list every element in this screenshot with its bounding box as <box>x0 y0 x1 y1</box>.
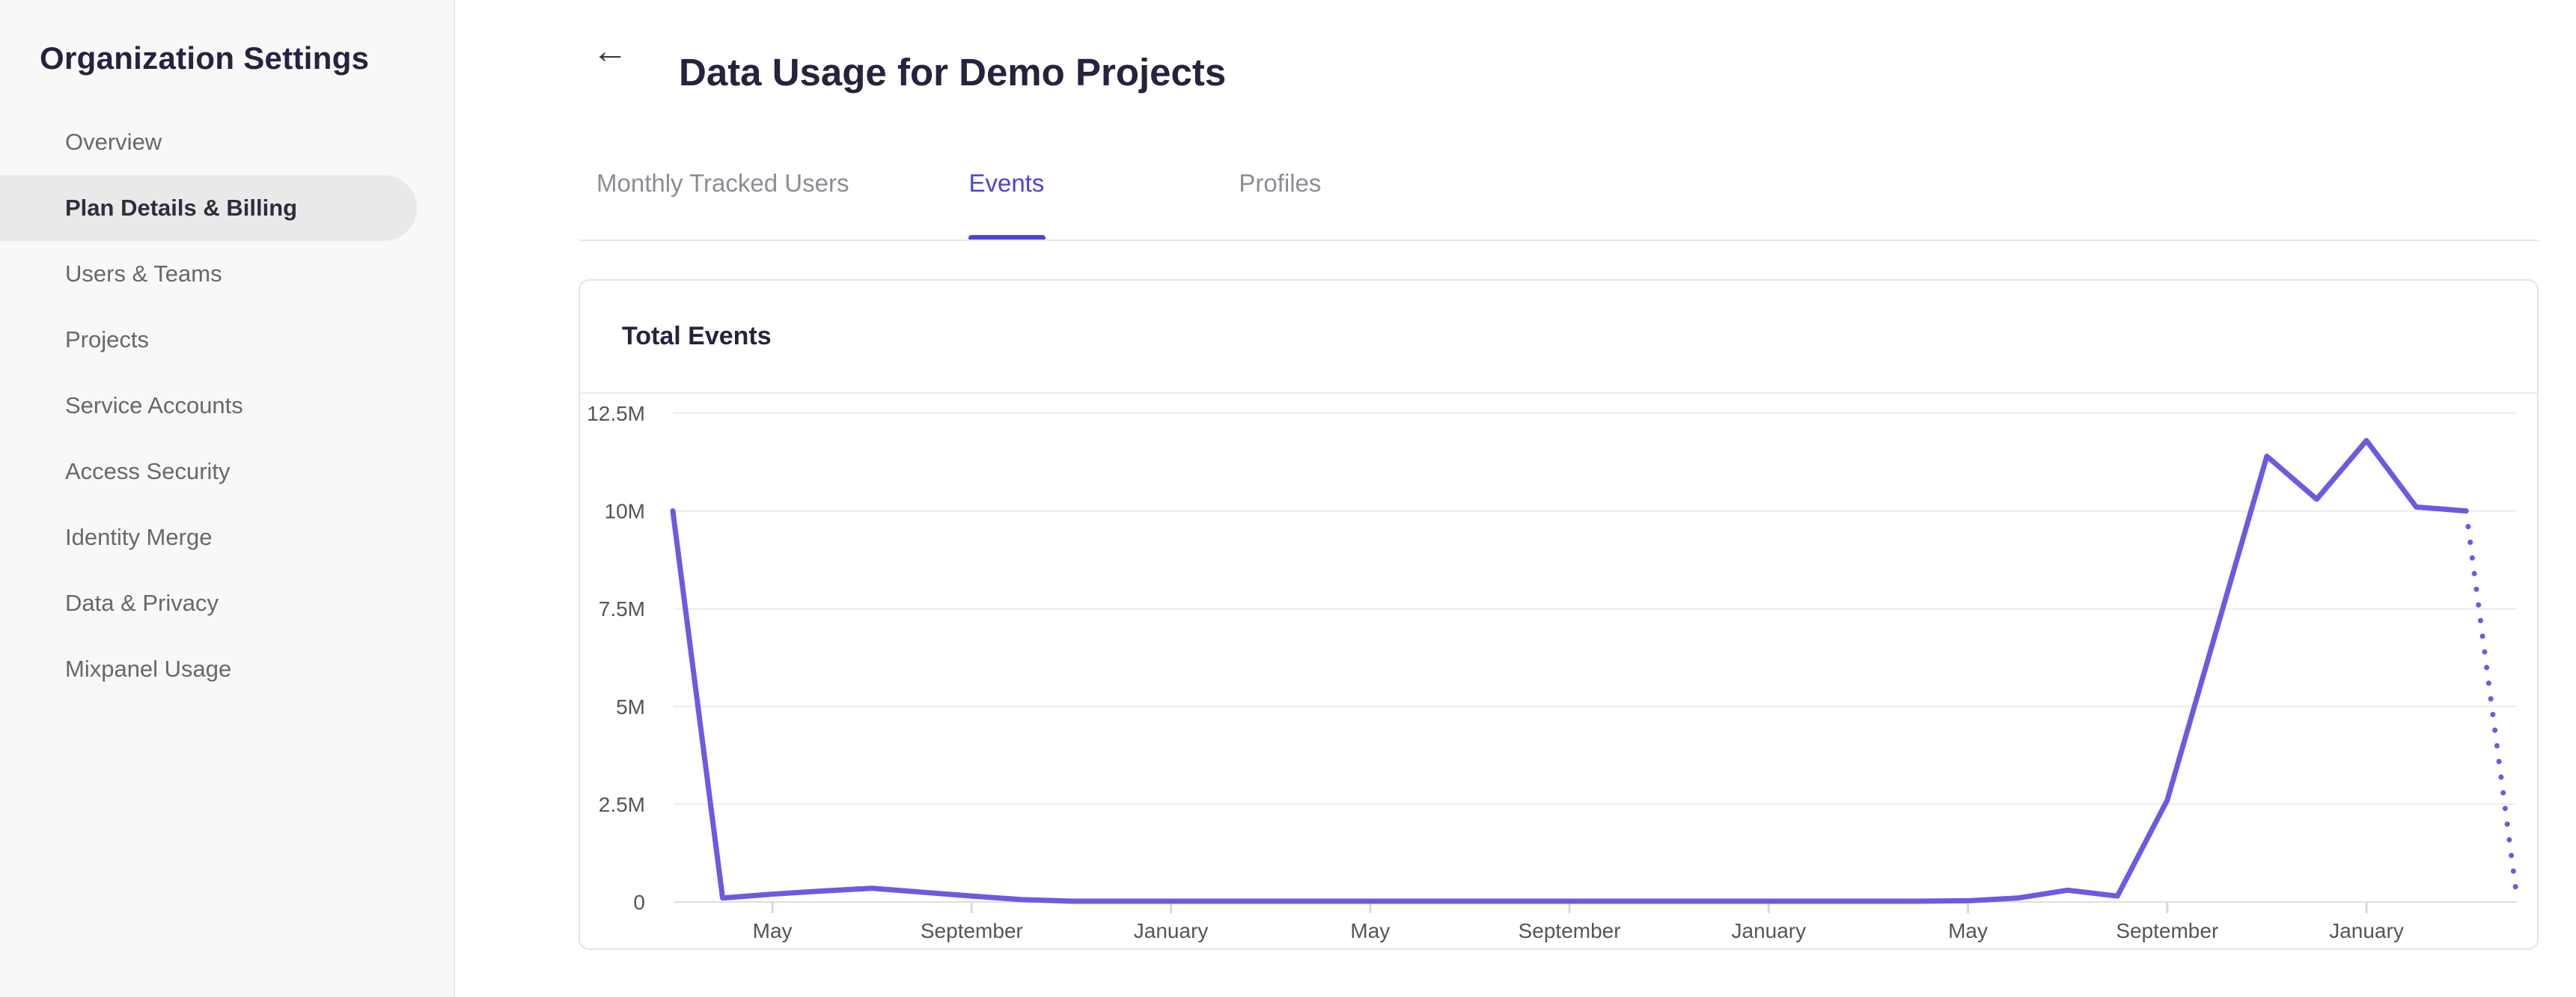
tab-bar: Monthly Tracked Users Events Profiles <box>596 169 1441 241</box>
active-tab-indicator <box>968 235 1046 241</box>
y-axis-label: 10M <box>605 500 645 523</box>
y-axis-label: 2.5M <box>599 793 645 816</box>
total-events-card: Total Events 12.5M 10M 7.5M 5M 2.5M 0 May Septe… <box>579 279 2539 950</box>
tab-profiles[interactable]: Profiles <box>1239 169 1322 197</box>
sidebar-item-users-teams[interactable]: Users & Teams <box>65 260 222 287</box>
y-axis-label: 7.5M <box>599 597 645 621</box>
sidebar-item-plan-details-billing[interactable]: Plan Details & Billing <box>0 175 417 241</box>
projected-series-segment-dotted <box>2463 508 2519 893</box>
sidebar-item-projects[interactable]: Projects <box>65 326 149 353</box>
x-axis-label: May <box>1948 919 1988 942</box>
tab-events[interactable]: Events <box>968 169 1046 241</box>
sidebar-item-access-security[interactable]: Access Security <box>65 458 231 484</box>
x-axis-label: September <box>1519 919 1621 942</box>
total-events-series-line <box>670 438 2469 904</box>
x-axis-label: January <box>2329 919 2404 942</box>
x-axis-label: September <box>921 919 1023 942</box>
tab-monthly-tracked-users[interactable]: Monthly Tracked Users <box>596 169 849 197</box>
x-axis-label: January <box>1134 919 1209 942</box>
sidebar-nav: Overview Plan Details & Billing Users & … <box>0 109 454 702</box>
events-line-chart[interactable]: 12.5M 10M 7.5M 5M 2.5M 0 May September January Ma… <box>580 281 2537 948</box>
sidebar: Organization Settings Overview Plan Deta… <box>0 0 455 997</box>
y-axis-label: 0 <box>633 891 645 914</box>
sidebar-item-identity-merge[interactable]: Identity Merge <box>65 524 213 550</box>
sidebar-item-data-privacy[interactable]: Data & Privacy <box>65 590 219 616</box>
y-axis-label: 5M <box>616 695 645 719</box>
sidebar-item-service-accounts[interactable]: Service Accounts <box>65 392 243 418</box>
card-title: Total Events <box>622 322 772 350</box>
back-arrow-icon: ← <box>592 31 628 71</box>
page-title: Data Usage for Demo Projects <box>679 51 1227 94</box>
y-axis-label: 12.5M <box>587 402 645 425</box>
sidebar-item-overview[interactable]: Overview <box>65 129 162 155</box>
x-axis-label: January <box>1732 919 1807 942</box>
sidebar-item-mixpanel-usage[interactable]: Mixpanel Usage <box>65 656 232 682</box>
x-axis-label: May <box>753 919 793 942</box>
sidebar-title: Organization Settings <box>40 40 370 76</box>
back-button[interactable]: ← <box>584 27 636 76</box>
card-header: Total Events <box>580 281 2537 394</box>
x-axis-label: May <box>1350 919 1390 942</box>
tab-bar-divider <box>579 240 2539 241</box>
tab-events-label: Events <box>968 169 1045 197</box>
x-axis-label: September <box>2116 919 2218 942</box>
